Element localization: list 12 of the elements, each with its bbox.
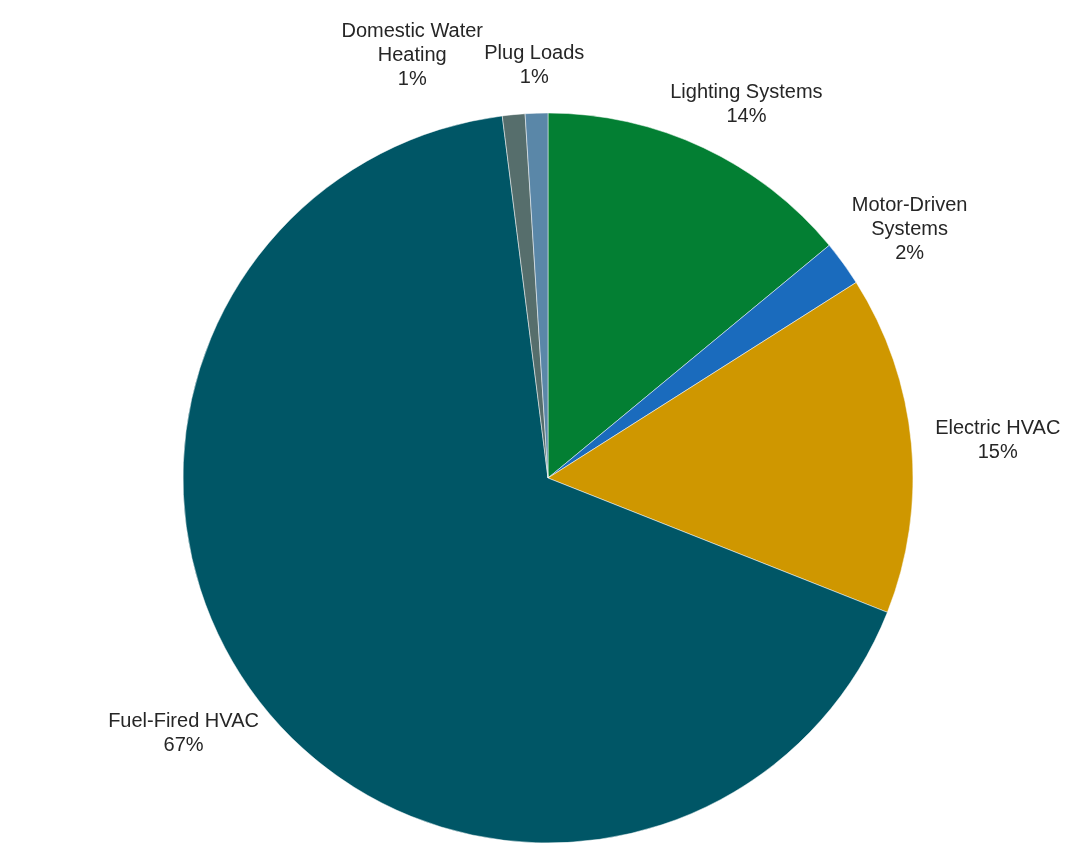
slice-label: Lighting Systems	[670, 80, 823, 103]
slice-label: Electric HVAC	[935, 416, 1061, 439]
data-label: 14%	[726, 104, 767, 127]
slice-label: Fuel-Fired HVAC	[108, 708, 259, 731]
slice-label: Plug Loads	[484, 41, 585, 64]
data-label: 1%	[519, 65, 549, 88]
data-label: 67%	[163, 732, 204, 755]
slice-label: Motor-Driven Systems	[851, 192, 968, 239]
data-label: 15%	[977, 440, 1018, 463]
data-label: 1%	[397, 66, 427, 89]
data-label: 2%	[895, 240, 925, 263]
slice-label: Domestic Water Heating	[341, 18, 484, 65]
